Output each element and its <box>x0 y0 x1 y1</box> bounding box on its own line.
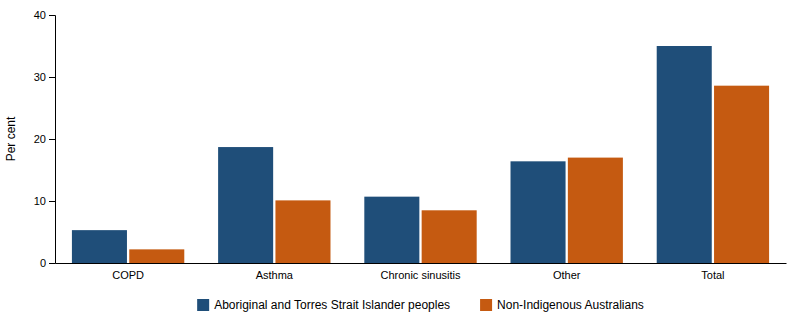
y-tick-label: 30 <box>34 71 46 83</box>
legend-label: Aboriginal and Torres Strait Islander pe… <box>214 298 450 312</box>
y-axis-title: Per cent <box>4 116 18 161</box>
bar <box>129 249 184 263</box>
y-tick-mark <box>49 77 55 78</box>
x-tick: Asthma <box>256 269 294 281</box>
bar <box>275 200 330 263</box>
y-tick: 20 <box>34 133 55 145</box>
chart-svg: 0 10 20 30 40 COPD Asthma Chronic sinusitis Othe… <box>0 0 801 325</box>
x-tick-label: Total <box>701 269 724 281</box>
y-axis: 0 10 20 30 40 <box>34 9 56 269</box>
y-tick: 10 <box>34 195 55 207</box>
x-tick: Total <box>701 269 724 281</box>
y-tick: 40 <box>34 9 55 21</box>
chart-container: 0 10 20 30 40 COPD Asthma Chronic sinusitis Othe… <box>0 0 801 325</box>
y-tick-label: 10 <box>34 195 46 207</box>
y-tick-mark <box>49 139 55 140</box>
x-tick: Other <box>553 269 581 281</box>
legend: Aboriginal and Torres Strait Islander pe… <box>197 298 644 312</box>
x-tick: Chronic sinusitis <box>380 269 461 281</box>
legend-swatch <box>197 299 209 311</box>
bar <box>422 210 477 263</box>
bar <box>218 147 273 263</box>
y-tick: 30 <box>34 71 55 83</box>
x-tick-label: COPD <box>112 269 144 281</box>
bar <box>511 161 566 263</box>
y-tick-label: 20 <box>34 133 46 145</box>
bar <box>72 230 127 263</box>
bars <box>72 46 769 263</box>
x-axis-line <box>56 263 787 264</box>
legend-item: Aboriginal and Torres Strait Islander pe… <box>197 298 450 312</box>
x-tick-label: Chronic sinusitis <box>380 269 461 281</box>
y-tick: 0 <box>40 257 55 269</box>
y-tick-mark <box>49 201 55 202</box>
y-axis-line <box>49 16 56 264</box>
x-axis: COPD Asthma Chronic sinusitis Other Total <box>56 264 787 281</box>
legend-label: Non-Indigenous Australians <box>497 298 644 312</box>
bar <box>568 158 623 263</box>
x-tick-label: Asthma <box>256 269 294 281</box>
bar <box>364 197 419 263</box>
y-tick-label: 0 <box>40 257 46 269</box>
bar <box>714 86 769 263</box>
x-tick-label: Other <box>553 269 581 281</box>
x-tick: COPD <box>112 269 144 281</box>
y-tick-mark <box>49 263 55 264</box>
y-tick-label: 40 <box>34 9 46 21</box>
bar <box>657 46 712 263</box>
legend-swatch <box>480 299 492 311</box>
y-tick-mark <box>49 15 55 16</box>
legend-item: Non-Indigenous Australians <box>480 298 644 312</box>
plot-area: 0 10 20 30 40 COPD Asthma Chronic sinusitis Othe… <box>4 9 787 281</box>
